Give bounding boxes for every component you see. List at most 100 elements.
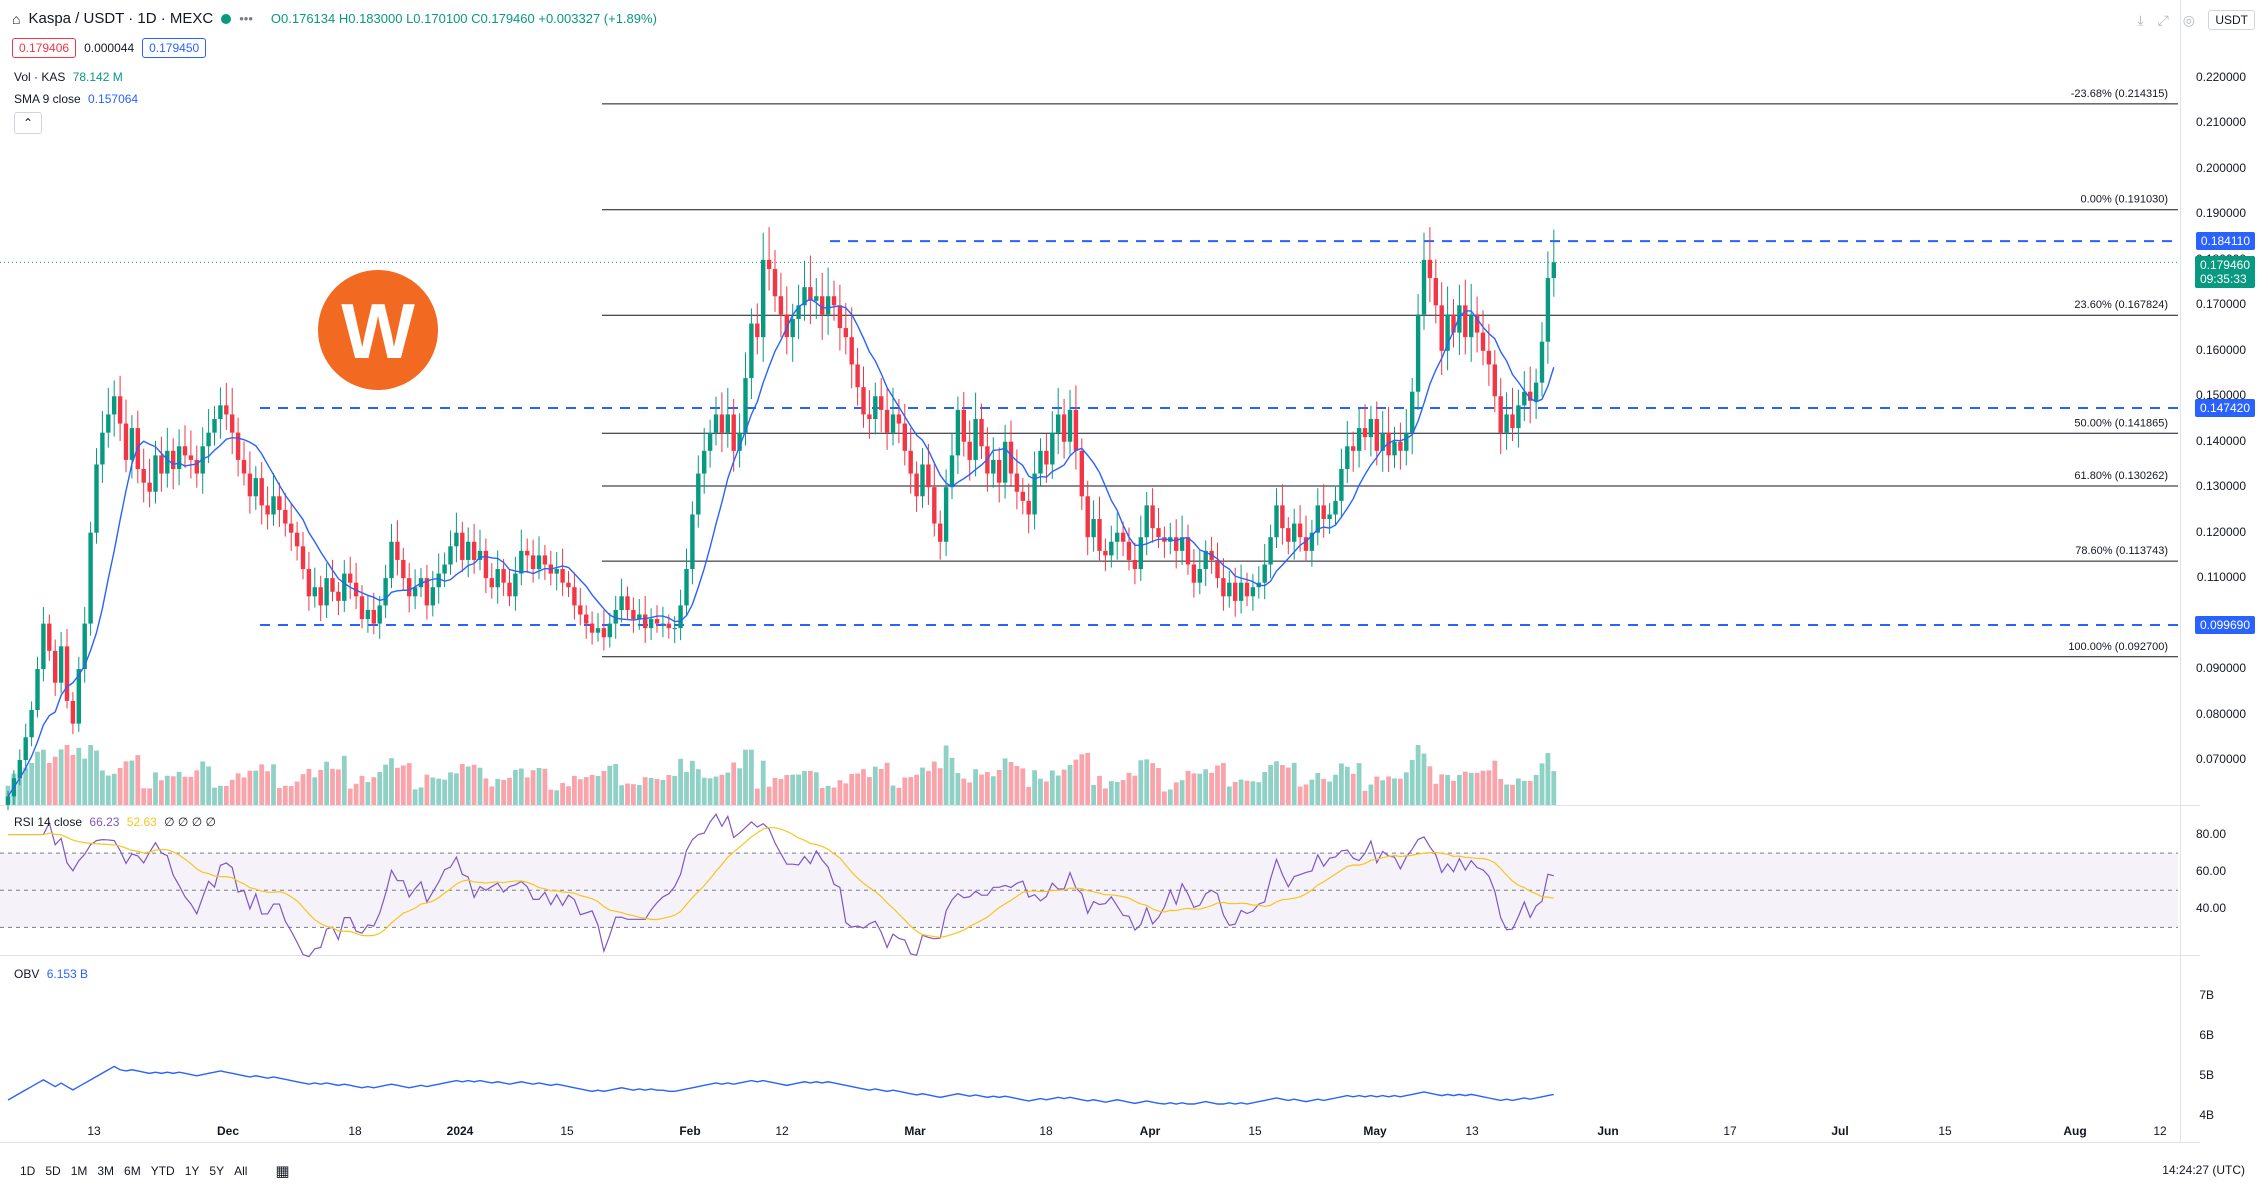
time-tick: 12 xyxy=(2153,1124,2167,1138)
volume-bar xyxy=(719,774,725,805)
obv-legend[interactable]: OBV 6.153 B xyxy=(14,967,88,981)
volume-bar xyxy=(412,789,418,805)
time-axis[interactable]: 13 Dec 18 2024 15 Feb 12 Mar 18 Apr 15 May 13 Jun 17 Ju… xyxy=(0,1124,2180,1142)
candle-body xyxy=(879,396,884,410)
volume-bar xyxy=(164,775,170,805)
candle-body xyxy=(29,709,34,738)
volume-bar xyxy=(23,767,29,805)
volume-bar xyxy=(1038,778,1043,805)
volume-bar xyxy=(784,775,790,805)
candle-body xyxy=(938,523,943,542)
volume-bar xyxy=(560,782,565,805)
vol-legend[interactable]: Vol · KAS 78.142 M xyxy=(14,70,123,84)
candle-body xyxy=(1185,537,1191,565)
candle-body xyxy=(1073,409,1079,451)
volume-bar xyxy=(123,761,129,805)
price-tick: 0.220000 xyxy=(2195,70,2246,84)
volume-bar xyxy=(430,777,436,805)
rsi-value: 66.23 xyxy=(89,815,120,829)
currency-button[interactable]: USDT xyxy=(2208,10,2255,30)
time-tick: Dec xyxy=(216,1124,239,1138)
rsi-legend[interactable]: RSI 14 close 66.23 52.63 ∅ ∅ ∅ ∅ xyxy=(14,815,216,829)
time-tick: Jul xyxy=(1831,1124,1849,1138)
range-3m[interactable]: 3M xyxy=(97,1164,115,1178)
last-price: 0.179460 xyxy=(2199,258,2250,273)
price-tick: 0.150000 xyxy=(2195,388,2246,403)
volume-bar xyxy=(1132,775,1138,805)
volume-bar xyxy=(1138,760,1144,805)
candle-body xyxy=(1351,446,1356,451)
time-tick: Feb xyxy=(679,1124,701,1138)
volume-bar xyxy=(1032,770,1037,805)
candle-body xyxy=(719,414,725,433)
volume-bar xyxy=(135,755,141,805)
volume-bar xyxy=(1392,778,1397,805)
snapshot-icon[interactable]: ◎ xyxy=(2182,12,2195,28)
range-5y[interactable]: 5Y xyxy=(209,1164,225,1178)
volume-bar xyxy=(867,776,872,805)
rsi-axis[interactable]: 80.00 60.00 40.00 xyxy=(2182,806,2260,955)
candle-body xyxy=(525,550,530,556)
time-tick: 13 xyxy=(87,1124,101,1138)
range-ytd[interactable]: YTD xyxy=(150,1164,175,1178)
range-1m[interactable]: 1M xyxy=(70,1164,88,1178)
price-chart[interactable]: -23.68% (0.214315) 0.00% (0.191030) 23.60%… xyxy=(0,0,2180,1142)
pane-divider-obv[interactable] xyxy=(0,955,2200,956)
collapse-legend-button[interactable]: ⌃ xyxy=(14,112,42,134)
volume-bar xyxy=(1085,752,1091,805)
candle-body xyxy=(743,378,748,433)
volume-bar xyxy=(548,789,554,805)
sma-legend[interactable]: SMA 9 close 0.157064 xyxy=(14,92,138,106)
range-5d[interactable]: 5D xyxy=(45,1164,61,1178)
volume-bar xyxy=(188,776,194,805)
bid-price[interactable]: 0.179406 xyxy=(12,38,77,58)
candle-body xyxy=(218,405,223,419)
volume-bar xyxy=(265,771,270,805)
range-all[interactable]: All xyxy=(234,1164,248,1178)
candle-body xyxy=(17,760,22,779)
candle-body xyxy=(1179,537,1185,551)
candle-body xyxy=(253,478,258,497)
volume-bar xyxy=(1380,780,1386,805)
candle-body xyxy=(306,569,312,597)
volume-bar xyxy=(1049,770,1055,805)
candle-body xyxy=(542,555,548,565)
candle-body xyxy=(855,364,860,388)
volume-bar xyxy=(17,772,23,805)
ask-price[interactable]: 0.179450 xyxy=(142,38,207,58)
settings-dots-icon[interactable]: ••• xyxy=(239,11,253,26)
tradingview-logo-icon: ⌂ xyxy=(12,10,21,27)
volume-bar xyxy=(1120,780,1126,805)
candle-body xyxy=(643,614,648,629)
volume-bar xyxy=(1516,778,1521,805)
candle-body xyxy=(666,623,671,629)
candle-body xyxy=(926,464,931,488)
volume-bar xyxy=(808,770,813,805)
volume-bar xyxy=(1026,786,1032,805)
symbol-title[interactable]: Kaspa / USDT · 1D · MEXC xyxy=(28,10,214,27)
date-range-icon[interactable]: ▦ xyxy=(275,1163,290,1180)
candle-body xyxy=(448,546,453,565)
fullscreen-icon[interactable]: ⤢ xyxy=(2157,12,2169,28)
obv-axis[interactable]: 7B 6B 5B 4B xyxy=(2182,956,2260,1142)
candle-body xyxy=(1262,564,1267,583)
range-1d[interactable]: 1D xyxy=(20,1164,36,1178)
range-1y[interactable]: 1Y xyxy=(184,1164,200,1178)
candle-body xyxy=(348,573,353,583)
clock[interactable]: 14:24:27 (UTC) xyxy=(2162,1163,2245,1177)
volume-bar xyxy=(153,772,158,805)
candle-body xyxy=(100,432,105,465)
candle-body xyxy=(41,623,46,670)
candle-body xyxy=(973,419,978,460)
volume-bar xyxy=(819,788,825,805)
candle-body xyxy=(613,609,618,624)
volume-bar xyxy=(1386,776,1391,805)
candle-body xyxy=(1528,391,1533,401)
volume-bar xyxy=(731,762,737,805)
candle-body xyxy=(1174,537,1179,551)
pane-divider-rsi[interactable] xyxy=(0,805,2200,806)
volume-bar xyxy=(1055,775,1061,805)
range-6m[interactable]: 6M xyxy=(124,1164,141,1178)
candle-body xyxy=(1067,409,1073,442)
download-icon[interactable]: ⤓ xyxy=(2137,12,2144,28)
